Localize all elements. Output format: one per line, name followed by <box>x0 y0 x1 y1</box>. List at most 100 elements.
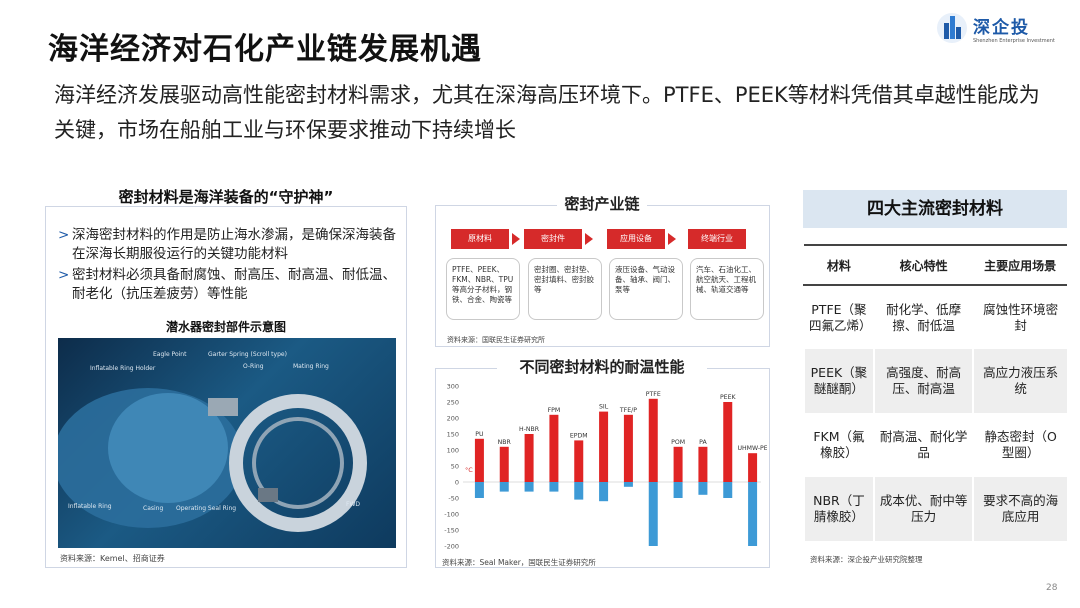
chain-header: 密封产业链 <box>557 193 647 214</box>
bullet-marker-icon: > <box>58 267 70 283</box>
logo-text: 深企投 <box>973 17 1030 38</box>
bar-low <box>499 482 509 492</box>
table-row: PEEK（聚醚醚酮） 高强度、耐高压、耐高温 高应力液压系统 <box>803 349 1067 413</box>
diagram-label: Casing <box>143 505 163 512</box>
bar-high <box>499 446 509 482</box>
table-row: NBR（丁腈橡胶） 成本优、耐中等压力 要求不高的海底应用 <box>803 477 1067 541</box>
table-cell: 高应力液压系统 <box>972 349 1067 413</box>
bar-low <box>524 482 534 492</box>
arrow-right-icon <box>585 233 593 245</box>
logo-mark-icon <box>937 13 967 43</box>
bar-low <box>549 482 559 492</box>
table-header: 四大主流密封材料 <box>803 190 1067 228</box>
table-source: 资料来源：深企投产业研究院整理 <box>810 555 923 564</box>
chain-stage-label: 原材料 <box>451 229 509 249</box>
bullet-item: > 密封材料必须具备耐腐蚀、耐高压、耐高温、耐低温、耐老化（抗压差疲劳）等性能 <box>58 267 396 302</box>
temp-chart: 300 250 200 150 100 50 0 -50 -100 -150 -200 °C PU NBR… <box>444 383 767 551</box>
diagram-label: Garter Spring (Scroll type) <box>208 351 287 358</box>
chain-stage-desc: PTFE、PEEK、FKM、NBR、TPU等高分子材料，钢铁、合金、陶瓷等 <box>446 258 520 320</box>
y-tick-label: 200 <box>447 415 459 423</box>
y-tick-label: 50 <box>451 463 459 471</box>
category-label: PTFE <box>646 391 661 398</box>
logo: 深企投 Shenzhen Enterprise Investment <box>935 8 1055 48</box>
category-label: PEEK <box>720 394 737 401</box>
page-subtitle: 海洋经济发展驱动高性能密封材料需求，尤其在深海高压环境下。PTFE、PEEK等材… <box>54 83 1040 142</box>
bar-high <box>673 446 683 482</box>
chain-stage-desc: 液压设备、气动设备、轴承、阀门、泵等 <box>609 258 683 320</box>
table-cell: NBR（丁腈橡胶） <box>803 477 874 541</box>
table-row: FKM（氟橡胶） 耐高温、耐化学品 静态密封（O型圈） <box>803 413 1067 477</box>
diagram-label: Mating Ring <box>293 363 329 370</box>
chain-stage-label: 终端行业 <box>688 229 746 249</box>
bar-high <box>723 402 733 482</box>
y-tick-label: 150 <box>447 431 459 439</box>
table-cell: 要求不高的海底应用 <box>972 477 1067 541</box>
category-label: UHMW-PE <box>737 445 767 452</box>
bar-high <box>474 438 484 482</box>
left-panel-header: 密封材料是海洋装备的“守护神” <box>118 188 334 206</box>
diagram-label: Inflatable Ring <box>68 503 112 510</box>
unit-label: °C <box>465 466 473 474</box>
page-title: 海洋经济对石化产业链发展机遇 <box>48 32 482 67</box>
bullet-list: > 深海密封材料的作用是防止海水渗漏，是确保深海装备在深海长期服役运行的关键功能材… <box>58 226 403 306</box>
bar-high <box>648 398 658 482</box>
submersible-seal-diagram: Eagle Point Garter Spring (Scroll type) … <box>58 338 396 548</box>
bar-low <box>698 482 708 495</box>
y-tick-label: 100 <box>447 447 459 455</box>
column-header: 材料 <box>804 244 874 286</box>
y-tick-label: -200 <box>444 543 459 551</box>
category-label: NBR <box>498 439 512 446</box>
bar-low <box>673 482 683 498</box>
bar-low <box>574 482 584 500</box>
bar-high <box>574 440 584 482</box>
bar-low <box>599 482 609 502</box>
chain-stage-label: 密封件 <box>524 229 582 249</box>
bullet-item: > 深海密封材料的作用是防止海水渗漏，是确保深海装备在深海长期服役运行的关键功能材… <box>58 227 396 262</box>
table-cell: 高强度、耐高压、耐高温 <box>872 349 974 413</box>
chain-stage-label: 应用设备 <box>607 229 665 249</box>
table-cell: PEEK（聚醚醚酮） <box>803 349 874 413</box>
bar-low <box>748 482 758 546</box>
diagram-label: Operating Seal Ring <box>176 505 236 512</box>
arrow-right-icon <box>512 233 520 245</box>
bar-low <box>474 482 484 498</box>
diagram-label: Inflatable Ring Holder <box>90 365 156 372</box>
y-tick-label: 250 <box>447 399 459 407</box>
category-label: H-NBR <box>519 426 540 433</box>
chain-source: 资料来源：国联民生证券研究所 <box>447 336 545 344</box>
table-cell: 耐化学、低摩擦、耐低温 <box>872 285 974 349</box>
bar-high <box>599 411 609 482</box>
category-label: TFE/P <box>619 407 637 414</box>
table-cell: 成本优、耐中等压力 <box>872 477 974 541</box>
bullet-marker-icon: > <box>58 227 70 243</box>
y-tick-label: 0 <box>455 479 459 487</box>
diagram-label: FWD <box>346 501 360 508</box>
bar-high <box>549 414 559 482</box>
chain-stage-desc: 密封圈、密封垫、密封填料、密封胶等 <box>528 258 602 320</box>
column-header: 主要应用场景 <box>973 244 1067 286</box>
column-header: 核心特性 <box>873 244 974 286</box>
temp-chart-source: 资料来源：Seal Maker，国联民生证券研究所 <box>442 558 596 567</box>
y-tick-label: -100 <box>444 511 459 519</box>
left-panel <box>45 206 407 568</box>
category-label: PU <box>475 431 483 438</box>
category-label: POM <box>671 439 685 446</box>
table-cell: 耐高温、耐化学品 <box>872 413 974 477</box>
materials-table: 材料 核心特性 主要应用场景 PTFE（聚四氟乙烯） 耐化学、低摩擦、耐低温 腐… <box>803 244 1067 541</box>
category-label: FPM <box>548 407 561 414</box>
chain-stage-desc: 汽车、石油化工、航空航天、工程机械、轨道交通等 <box>690 258 764 320</box>
table-cell: FKM（氟橡胶） <box>803 413 874 477</box>
category-label: SIL <box>599 404 609 411</box>
left-source: 资料来源：Kemel、招商证券 <box>60 554 165 563</box>
category-label: EPDM <box>570 432 588 439</box>
table-row: PTFE（聚四氟乙烯） 耐化学、低摩擦、耐低温 腐蚀性环境密封 <box>803 285 1067 349</box>
diagram-label: Eagle Point <box>153 351 187 358</box>
logo-subtext: Shenzhen Enterprise Investment <box>973 37 1055 44</box>
figure-title: 潜水器密封部件示意图 <box>165 320 286 334</box>
bar-low <box>723 482 733 498</box>
temp-chart-header: 不同密封材料的耐温性能 <box>497 356 707 377</box>
table-cell: PTFE（聚四氟乙烯） <box>803 285 874 349</box>
bar-low <box>623 482 633 487</box>
category-label: PA <box>699 439 707 446</box>
bar-high <box>748 453 758 482</box>
